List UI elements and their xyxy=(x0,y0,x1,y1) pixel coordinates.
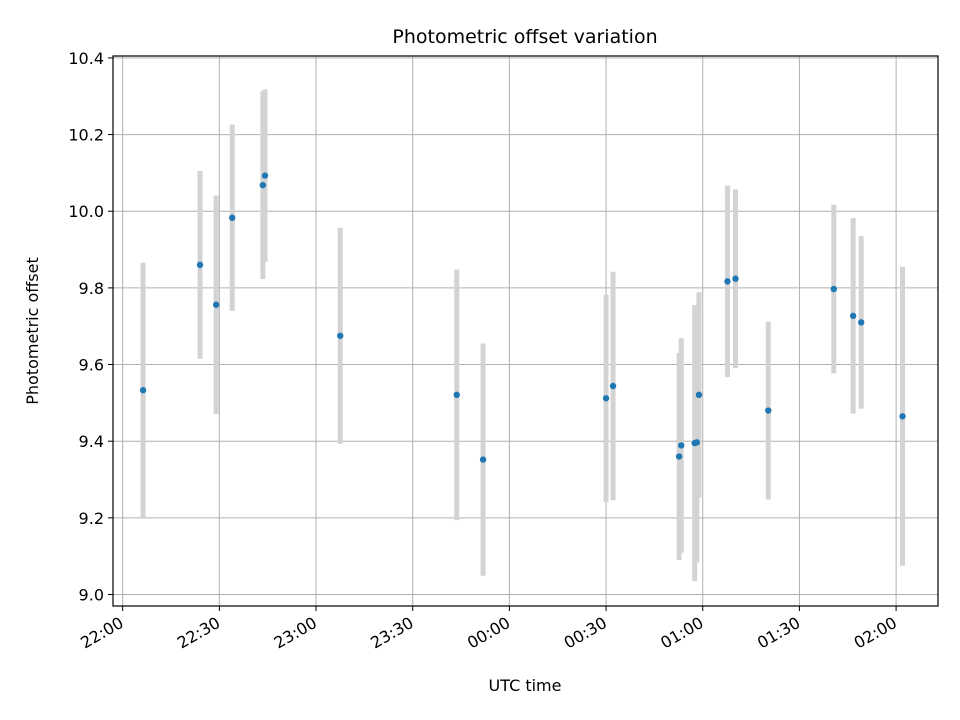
data-point xyxy=(212,301,220,308)
data-point xyxy=(849,312,857,320)
y-tick-label: 9.0 xyxy=(79,586,104,605)
y-tick-label: 9.6 xyxy=(79,356,104,375)
plot-area-frame xyxy=(112,55,939,607)
grid-lines xyxy=(113,56,938,606)
x-axis-title: UTC time xyxy=(489,676,562,695)
data-point xyxy=(196,261,204,269)
y-tick-label: 10.0 xyxy=(68,202,104,221)
data-point xyxy=(830,285,838,293)
y-tick-label: 9.8 xyxy=(79,279,104,298)
data-point xyxy=(724,278,731,285)
data-points xyxy=(139,172,906,463)
y-tick-label: 9.2 xyxy=(79,509,104,528)
data-point xyxy=(229,214,236,221)
y-tick-label: 9.4 xyxy=(79,432,104,451)
data-point xyxy=(336,332,344,339)
data-point xyxy=(857,319,865,326)
data-point xyxy=(675,453,683,460)
data-point xyxy=(678,442,685,449)
y-tick-label: 10.4 xyxy=(68,49,104,68)
data-point xyxy=(139,387,147,394)
data-point xyxy=(732,275,739,282)
data-point xyxy=(765,407,772,414)
data-point xyxy=(479,456,487,463)
data-point xyxy=(695,391,703,399)
data-point xyxy=(453,391,460,399)
data-point xyxy=(261,172,269,179)
data-point xyxy=(899,413,906,420)
y-tick-label: 10.2 xyxy=(68,126,104,145)
data-point xyxy=(259,181,267,189)
data-point xyxy=(609,382,617,390)
data-point xyxy=(693,439,701,446)
chart-title: Photometric offset variation xyxy=(392,26,657,48)
y-axis-title: Photometric offset xyxy=(23,257,42,405)
data-point xyxy=(602,395,610,402)
y-axis-ticks: 9.0 9.2 9.4 9.6 9.8 10.0 10.2 10.4 xyxy=(68,49,113,605)
